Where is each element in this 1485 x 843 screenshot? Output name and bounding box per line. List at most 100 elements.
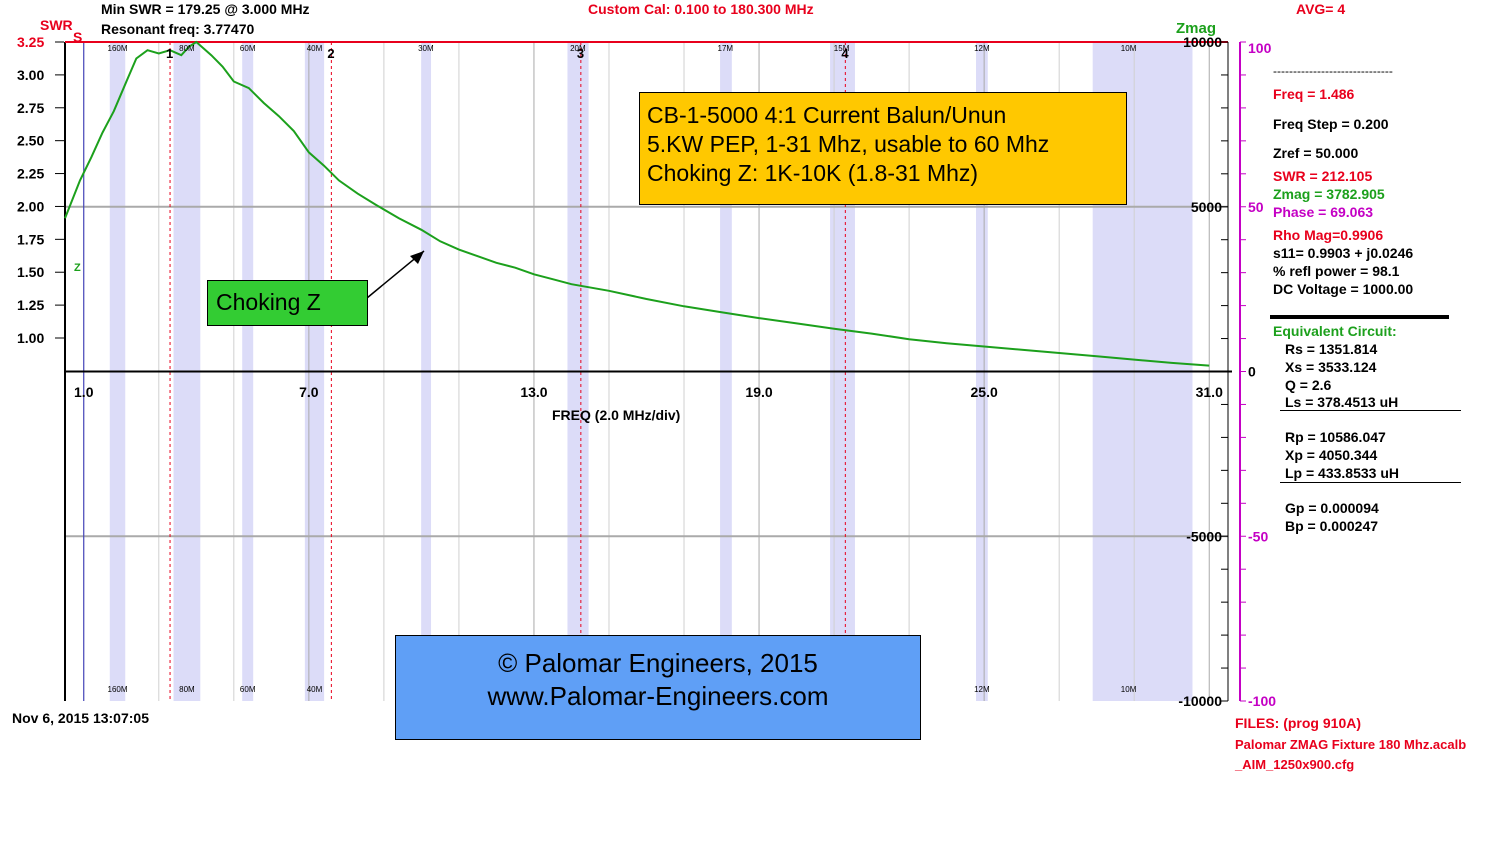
info-line-2: 5.KW PEP, 1-31 Mhz, usable to 60 Mhz xyxy=(647,131,1050,157)
swr-tick-label: 1.25 xyxy=(17,297,44,313)
zmag-axis-title: Zmag xyxy=(1176,20,1217,37)
readout-freq: Freq = 1.486 xyxy=(1273,86,1355,102)
freq-tick-label: 1.0 xyxy=(74,384,94,400)
marker-labels: 1 2 3 4 xyxy=(166,46,849,61)
series-divider xyxy=(1280,410,1461,411)
band-label-top: 12M xyxy=(974,44,990,53)
band-label-top: 10M xyxy=(1121,44,1137,53)
phase-tick-label: -50 xyxy=(1248,528,1268,544)
band-label-top: 30M xyxy=(418,44,434,53)
files-name: Palomar ZMAG Fixture 180 Mhz.acalb xyxy=(1235,737,1467,752)
swr-tick-label: 1.50 xyxy=(17,264,44,280)
band-label-bottom: 10M xyxy=(1121,685,1137,694)
band-label-top: 80M xyxy=(179,44,195,53)
choking-z-label: Choking Z xyxy=(216,289,321,315)
info-line-1: CB-1-5000 4:1 Current Balun/Unun xyxy=(647,102,1007,128)
band-label-top: 20M xyxy=(570,44,586,53)
choking-arrowhead xyxy=(410,251,424,264)
phase-tick-labels: 100 50 0 -50 -100 xyxy=(1248,40,1276,709)
readout-gp: Gp = 0.000094 xyxy=(1285,500,1379,516)
swr-axis-sub: S xyxy=(73,29,83,45)
readout-ls: Ls = 378.4513 uH xyxy=(1285,394,1399,410)
freq-tick-labels: 1.0 7.0 13.0 19.0 25.0 31.0 xyxy=(74,384,1223,400)
zmag-tick-label: -10000 xyxy=(1178,693,1222,709)
readout-dc-voltage: DC Voltage = 1000.00 xyxy=(1273,281,1414,297)
readout-phase: Phase = 69.063 xyxy=(1273,204,1374,220)
band-label-bottom: 160M xyxy=(108,685,128,694)
readout-bp: Bp = 0.000247 xyxy=(1285,518,1379,534)
copyright-line-1: © Palomar Engineers, 2015 xyxy=(498,648,818,678)
choking-z-box: Choking Z xyxy=(207,280,368,326)
readout-refl-power: % refl power = 98.1 xyxy=(1273,263,1400,279)
min-swr-readout: Min SWR = 179.25 @ 3.000 MHz xyxy=(101,1,310,17)
readout-swr: SWR = 212.105 xyxy=(1273,168,1373,184)
phase-tick-label: 0 xyxy=(1248,364,1256,380)
swr-tick-label: 3.00 xyxy=(17,67,44,83)
info-line-3: Choking Z: 1K-10K (1.8-31 Mhz) xyxy=(647,160,979,186)
files-label: FILES: (prog 910A) xyxy=(1235,715,1362,731)
readout-q: Q = 2.6 xyxy=(1285,377,1332,393)
freq-axis-label: FREQ (2.0 MHz/div) xyxy=(552,407,681,423)
readout-divider xyxy=(1270,315,1449,319)
swr-tick-labels: 3.25 3.00 2.75 2.50 2.25 2.00 1.75 1.50 1.25 1.00 xyxy=(17,34,64,346)
readout-xs: Xs = 3533.124 xyxy=(1285,359,1377,375)
zmag-tick-label: 5000 xyxy=(1191,199,1222,215)
readout-rs: Rs = 1351.814 xyxy=(1285,341,1378,357)
avg-readout: AVG= 4 xyxy=(1296,1,1346,17)
swr-tick-label: 2.25 xyxy=(17,166,44,182)
axes xyxy=(64,41,1246,702)
timestamp: Nov 6, 2015 13:07:05 xyxy=(12,710,149,726)
band-label-top: 60M xyxy=(240,44,256,53)
freq-tick-label: 31.0 xyxy=(1196,384,1223,400)
readout-zmag: Zmag = 3782.905 xyxy=(1273,186,1385,202)
swr-tick-label: 3.25 xyxy=(17,34,44,50)
info-box: CB-1-5000 4:1 Current Balun/Unun 5.KW PE… xyxy=(639,92,1127,205)
band-label-bottom: 60M xyxy=(240,685,256,694)
freq-tick-label: 25.0 xyxy=(971,384,998,400)
zmag-curve xyxy=(64,40,1210,367)
equivalent-circuit-title: Equivalent Circuit: xyxy=(1273,323,1397,339)
copyright-box: © Palomar Engineers, 2015 www.Palomar-En… xyxy=(395,635,921,740)
band-label-top: 15M xyxy=(834,44,850,53)
phase-tick-label: 100 xyxy=(1248,40,1272,56)
readout-rho: Rho Mag=0.9906 xyxy=(1273,227,1384,243)
curve-tag: Z xyxy=(74,262,81,274)
band-label-top: 40M xyxy=(307,44,323,53)
phase-tick-label: -100 xyxy=(1248,693,1276,709)
marker-label: 1 xyxy=(166,46,173,61)
band-label-top: 17M xyxy=(718,44,734,53)
marker-label: 3 xyxy=(577,46,584,61)
freq-tick-label: 7.0 xyxy=(299,384,319,400)
readout-freq-step: Freq Step = 0.200 xyxy=(1273,116,1389,132)
readout-rp: Rp = 10586.047 xyxy=(1285,429,1386,445)
band-label-bottom: 40M xyxy=(307,685,323,694)
zmag-tick-label: -5000 xyxy=(1186,528,1222,544)
readout-lp: Lp = 433.8533 uH xyxy=(1285,465,1400,481)
swr-tick-label: 2.75 xyxy=(17,100,44,116)
zmag-tick-label: 10000 xyxy=(1183,34,1222,50)
readout-xp: Xp = 4050.344 xyxy=(1285,447,1378,463)
resonant-freq-readout: Resonant freq: 3.77470 xyxy=(101,21,255,37)
readout-zref: Zref = 50.000 xyxy=(1273,145,1359,161)
band-label-top: 160M xyxy=(108,44,128,53)
swr-tick-label: 1.75 xyxy=(17,231,44,247)
zmag-tick-labels: 10000 5000 -5000 -10000 xyxy=(1178,34,1222,709)
band-label-bottom: 12M xyxy=(974,685,990,694)
custom-cal-readout: Custom Cal: 0.100 to 180.300 MHz xyxy=(588,1,814,17)
phase-tick-label: 50 xyxy=(1248,199,1264,215)
parallel-divider xyxy=(1280,482,1461,483)
copyright-line-2: www.Palomar-Engineers.com xyxy=(487,681,829,711)
swr-tick-label: 2.50 xyxy=(17,133,44,149)
band-labels: 160M 80M 60M 40M 30M 20M 17M 15M 12M 10M 160M 80M 60… xyxy=(108,44,1137,694)
readout-s11: s11= 0.9903 + j0.0246 xyxy=(1273,245,1414,261)
marker-label: 2 xyxy=(327,46,334,61)
swr-axis-title: SWR xyxy=(40,17,73,33)
swr-tick-label: 2.00 xyxy=(17,198,44,214)
band-label-bottom: 80M xyxy=(179,685,195,694)
files-config: _AIM_1250x900.cfg xyxy=(1235,757,1355,772)
readout-dashes: ------------------------------ xyxy=(1273,64,1393,78)
freq-tick-label: 19.0 xyxy=(745,384,772,400)
swr-tick-label: 1.00 xyxy=(17,330,44,346)
freq-tick-label: 13.0 xyxy=(520,384,547,400)
marker-label: 4 xyxy=(841,46,849,61)
